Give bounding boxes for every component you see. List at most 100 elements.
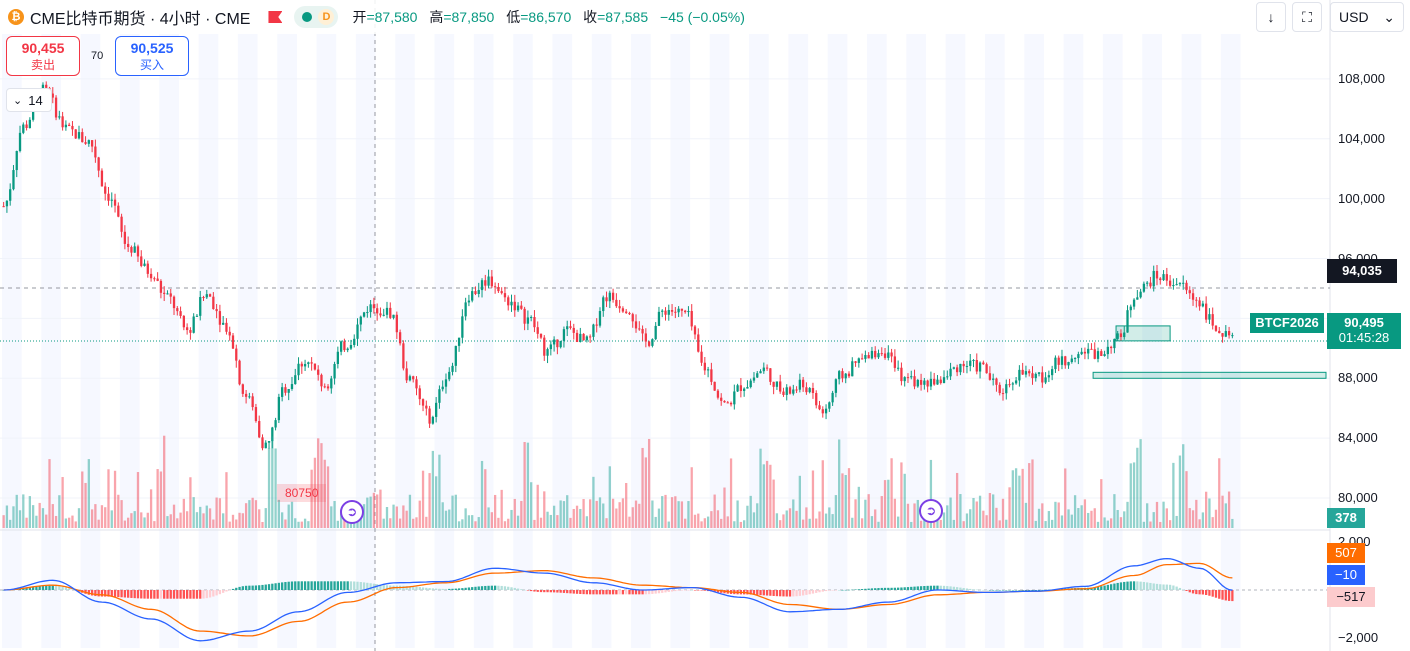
volume-bar	[995, 507, 998, 528]
candle-body	[788, 387, 792, 394]
flag-icon[interactable]	[268, 11, 283, 23]
candle-body	[608, 292, 611, 302]
volume-bar	[31, 505, 35, 528]
candle-body	[74, 129, 77, 139]
candle-body	[425, 405, 428, 409]
macd-histogram-bar	[159, 590, 163, 599]
candle-body	[726, 402, 729, 404]
volume-bar	[490, 512, 493, 528]
macd-line	[3, 557, 1233, 642]
add-alert-icon[interactable]: +	[1302, 261, 1322, 281]
macd-histogram-bar	[756, 590, 759, 595]
currency-value: USD	[1339, 9, 1369, 25]
macd-histogram-bar	[510, 587, 513, 590]
macd-histogram-bar	[841, 589, 844, 591]
volume-bar	[720, 518, 723, 528]
candle-body	[664, 310, 667, 315]
volume-bar	[854, 499, 857, 528]
candle-body	[1126, 310, 1129, 333]
volume-bar	[572, 508, 575, 528]
volume-bar	[408, 494, 412, 528]
candle-body	[362, 312, 366, 317]
candle-body	[851, 361, 854, 377]
candle-body	[477, 290, 480, 295]
volume-bar	[395, 506, 398, 528]
symbol-title[interactable]: CME比特币期货 · 4小时 · CME	[30, 11, 251, 28]
macd-histogram-bar	[339, 581, 343, 590]
candle-body	[677, 308, 680, 313]
macd-histogram-bar	[353, 581, 356, 590]
candle-body	[480, 280, 484, 291]
macd-histogram-bar	[497, 585, 500, 590]
macd-histogram-bar	[805, 590, 808, 595]
macd-histogram-bar	[579, 590, 582, 594]
volume-bar	[615, 508, 618, 528]
candle-body	[464, 302, 467, 317]
macd-histogram-bar	[589, 590, 592, 595]
macd-histogram-bar	[172, 590, 176, 599]
volume-bar	[743, 520, 746, 528]
replay-tool-icon[interactable]: ➲	[340, 500, 364, 524]
download-button[interactable]: ↓	[1256, 2, 1286, 32]
candle-body	[438, 389, 441, 403]
price-tick-label: 108,000	[1338, 70, 1385, 86]
candle-body	[785, 387, 788, 395]
candle-body	[1087, 348, 1090, 354]
macd-histogram-bar	[297, 581, 300, 590]
volume-bar	[461, 519, 464, 528]
candle-body	[638, 328, 641, 330]
macd-histogram-bar	[903, 587, 906, 590]
volume-bar	[418, 500, 421, 528]
candle-body	[801, 379, 805, 388]
candle-body	[1008, 384, 1011, 386]
quantity-selector[interactable]: ⌄ 14	[6, 88, 52, 112]
volume-bar	[1227, 491, 1231, 528]
market-status[interactable]: D	[294, 6, 339, 28]
candle-body	[61, 116, 64, 128]
volume-bar	[821, 460, 824, 528]
sell-label: 卖出	[30, 58, 55, 72]
sell-button[interactable]: 90,455 卖出	[6, 36, 80, 76]
fullscreen-button[interactable]: ⛶	[1292, 2, 1322, 32]
candle-body	[1113, 338, 1116, 349]
candle-body	[28, 119, 31, 129]
volume-bar	[700, 521, 703, 528]
candle-body	[729, 402, 733, 405]
volume-bar	[1080, 505, 1083, 528]
candle-body	[1100, 351, 1103, 357]
macd-histogram-bar	[457, 588, 461, 590]
volume-bar	[546, 511, 549, 528]
macd-histogram-bar	[1093, 587, 1096, 590]
volume-bar	[113, 470, 117, 528]
candle-body	[54, 97, 58, 118]
candle-body	[104, 186, 107, 194]
currency-select[interactable]: USD ⌄	[1330, 2, 1404, 32]
macd-histogram-bar	[874, 588, 877, 590]
market-open-icon	[302, 12, 313, 22]
macd-histogram-bar	[64, 587, 68, 590]
macd-histogram-bar	[104, 590, 107, 597]
volume-bar	[195, 512, 199, 528]
candle-body	[333, 364, 336, 379]
candle-body	[585, 336, 589, 341]
volume-bar	[713, 494, 716, 528]
volume-bar	[12, 506, 15, 528]
volume-bar	[575, 505, 579, 528]
macd-histogram-bar	[1106, 584, 1109, 590]
volume-bar	[451, 495, 454, 528]
macd-histogram-bar	[376, 584, 379, 590]
candle-body	[903, 377, 906, 382]
volume-bar	[687, 501, 690, 528]
macd-histogram-bar	[821, 590, 824, 592]
candle-body	[1149, 282, 1152, 287]
buy-button[interactable]: 90,525 买入	[115, 36, 189, 76]
replay-tool-icon[interactable]: ➲	[919, 499, 943, 523]
volume-bar	[634, 500, 638, 528]
crosshair-price-label: 94,035	[1327, 259, 1397, 283]
volume-bar	[238, 512, 241, 528]
macd-histogram-bar	[68, 588, 71, 590]
candle-body	[493, 286, 497, 288]
volume-bar	[398, 518, 402, 528]
candle-body	[448, 371, 451, 380]
